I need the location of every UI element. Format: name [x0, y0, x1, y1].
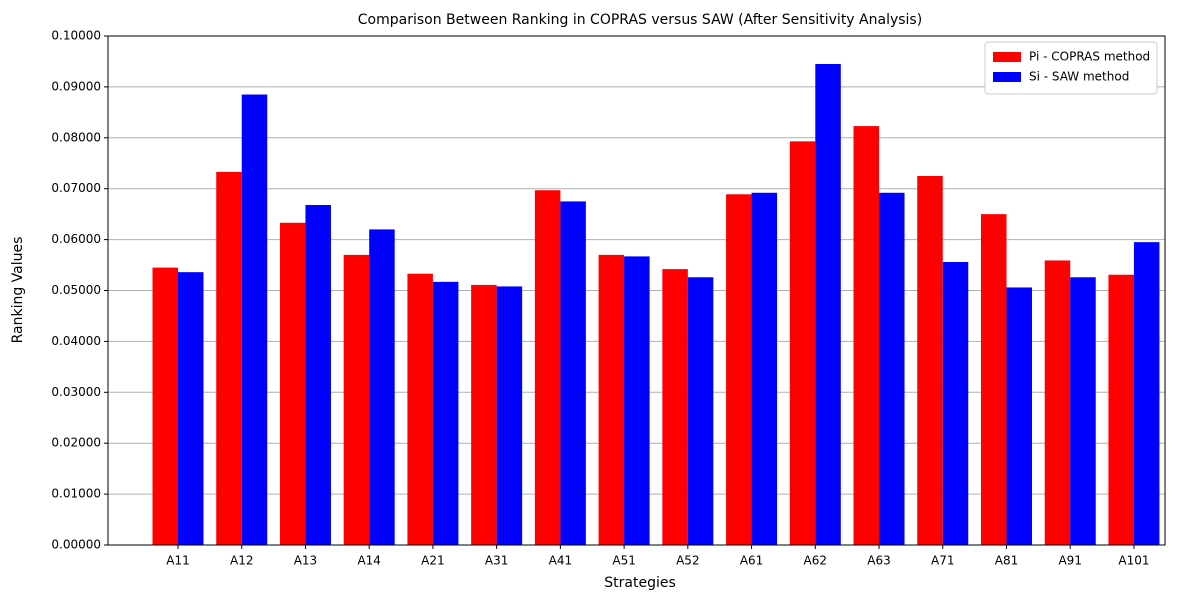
x-tick-label: A41 [549, 554, 572, 568]
y-tick-label: 0.07000 [51, 181, 101, 195]
chart-title: Comparison Between Ranking in COPRAS ver… [358, 12, 922, 28]
x-tick-label: A52 [676, 554, 699, 568]
bar [1133, 242, 1160, 545]
x-tick-label: A21 [421, 554, 444, 568]
y-tick-label: 0.03000 [51, 385, 101, 399]
bar [789, 141, 816, 545]
bar [560, 201, 586, 546]
x-tick-label: A63 [867, 554, 890, 568]
bar [534, 190, 561, 546]
bar [624, 256, 650, 545]
bar [917, 175, 943, 545]
bar [343, 254, 370, 545]
x-tick-label: A101 [1118, 554, 1149, 568]
bar [726, 194, 752, 545]
x-tick-label: A81 [995, 554, 1018, 568]
x-axis-label: Strategies [604, 575, 676, 591]
x-tick-label: A91 [1058, 554, 1081, 568]
bar [1070, 277, 1096, 545]
y-axis-label: Ranking Values [10, 237, 26, 344]
plot-frame [107, 35, 1166, 546]
bar [178, 272, 204, 545]
bar [369, 229, 395, 546]
bar [942, 261, 969, 545]
x-tick-label: A14 [357, 554, 380, 568]
x-tick-label: A61 [740, 554, 763, 568]
bar [751, 192, 778, 545]
bar [279, 222, 306, 546]
legend-swatch [993, 72, 1021, 82]
bar [1044, 260, 1071, 545]
legend-box [984, 41, 1158, 95]
y-tick-label: 0.01000 [51, 487, 101, 501]
y-tick-label: 0.08000 [51, 130, 101, 144]
y-tick-label: 0.02000 [51, 436, 101, 450]
bar [598, 254, 625, 545]
bar [662, 269, 688, 545]
bar [432, 281, 459, 545]
bar [1006, 287, 1032, 545]
bar [305, 204, 331, 545]
y-tick-label: 0.09000 [51, 79, 101, 93]
bar [496, 286, 523, 545]
bar [241, 94, 268, 545]
x-tick-label: A12 [230, 554, 253, 568]
bar [980, 214, 1007, 545]
bar [879, 192, 905, 545]
bar [407, 273, 433, 545]
bar [815, 63, 841, 546]
x-tick-label: A13 [294, 554, 317, 568]
x-tick-label: A31 [485, 554, 508, 568]
legend-label: Pi - COPRAS method [1029, 50, 1150, 64]
y-tick-label: 0.04000 [51, 334, 101, 348]
bar [687, 277, 714, 545]
legend-label: Si - SAW method [1029, 70, 1129, 84]
bar [216, 171, 242, 545]
bar [152, 267, 178, 545]
y-tick-label: 0.05000 [51, 283, 101, 297]
bar [853, 126, 880, 545]
x-tick-label: A62 [804, 554, 827, 568]
y-tick-label: 0.10000 [51, 29, 101, 43]
legend-swatch [993, 52, 1021, 62]
bar [1108, 274, 1134, 545]
y-tick-label: 0.00000 [51, 538, 101, 552]
x-tick-label: A51 [612, 554, 635, 568]
bar [471, 284, 497, 545]
y-tick-label: 0.06000 [51, 232, 101, 246]
x-tick-label: A11 [166, 554, 189, 568]
x-tick-label: A71 [931, 554, 954, 568]
